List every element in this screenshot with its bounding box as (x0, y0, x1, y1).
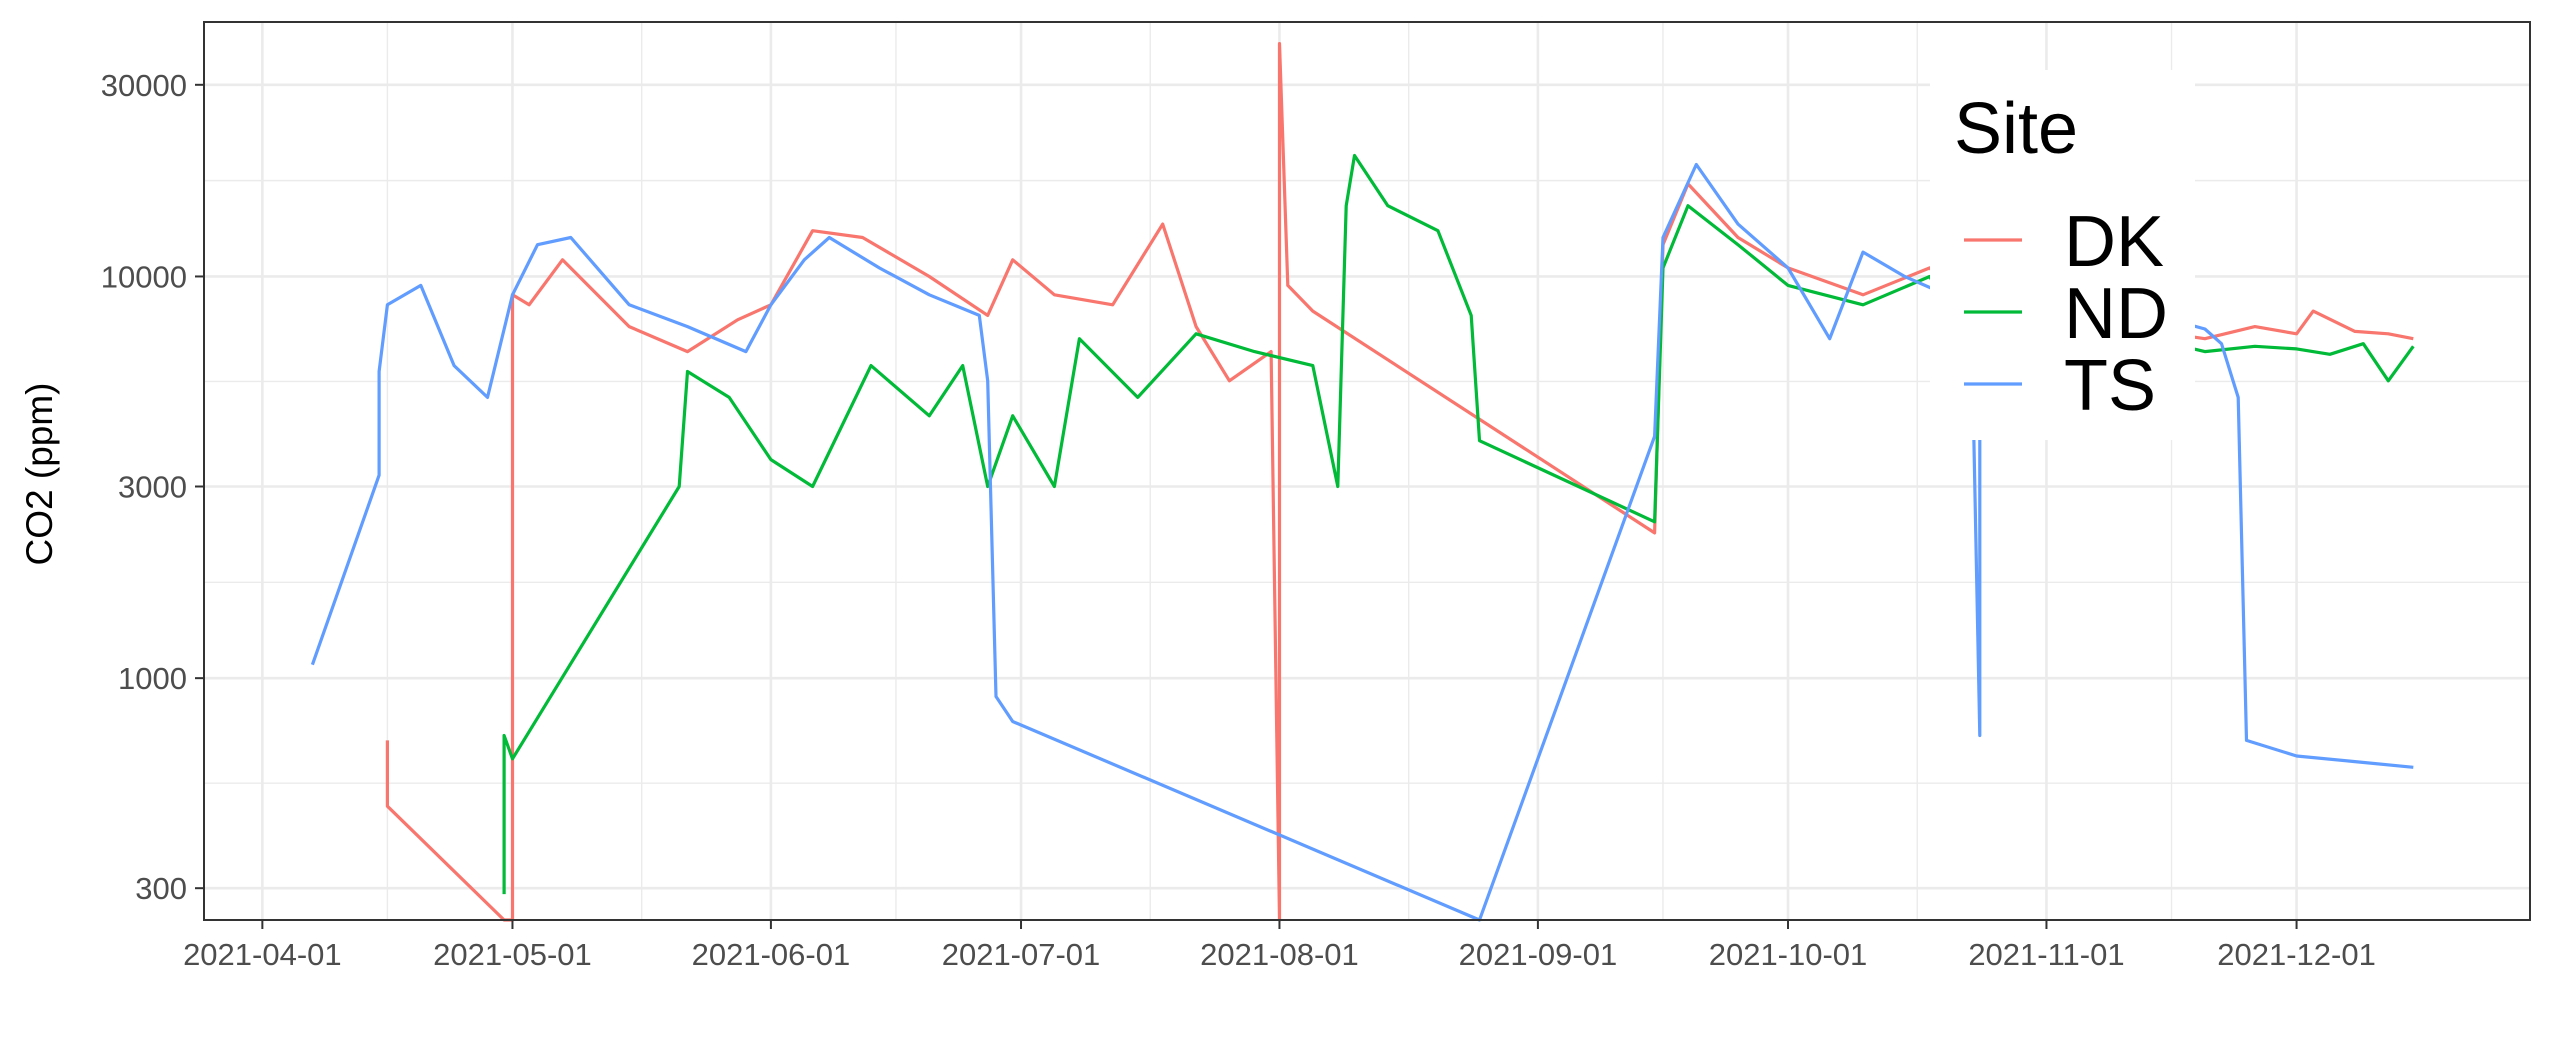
legend-label-ts: TS (2064, 346, 2156, 426)
y-tick-label: 300 (135, 871, 187, 906)
y-axis-title: CO2 (ppm) (19, 383, 60, 566)
legend-label-dk: DK (2064, 202, 2164, 282)
plot-panel-border (203, 21, 2531, 921)
x-tick-label: 2021-09-01 (1459, 937, 1618, 972)
x-tick-label: 2021-07-01 (942, 937, 1101, 972)
y-tick-label: 10000 (101, 259, 187, 294)
x-tick-label: 2021-06-01 (692, 937, 851, 972)
x-tick-label: 2021-04-01 (183, 937, 342, 972)
x-tick-label: 2021-12-01 (2217, 937, 2376, 972)
y-tick-label: 3000 (118, 469, 187, 504)
y-tick-label: 1000 (118, 661, 187, 696)
legend-background (1930, 70, 2195, 440)
axes: 2021-04-01 2021-05-01 2021-06-01 2021-07-01… (101, 68, 2376, 972)
x-tick-label: 2021-05-01 (433, 937, 592, 972)
x-tick-label: 2021-10-01 (1709, 937, 1868, 972)
legend-title: Site (1954, 89, 2078, 169)
legend-label-nd: ND (2064, 274, 2168, 354)
x-tick-label: 2021-11-01 (1968, 937, 2124, 972)
y-tick-label: 30000 (101, 68, 187, 103)
x-tick-label: 2021-08-01 (1200, 937, 1359, 972)
